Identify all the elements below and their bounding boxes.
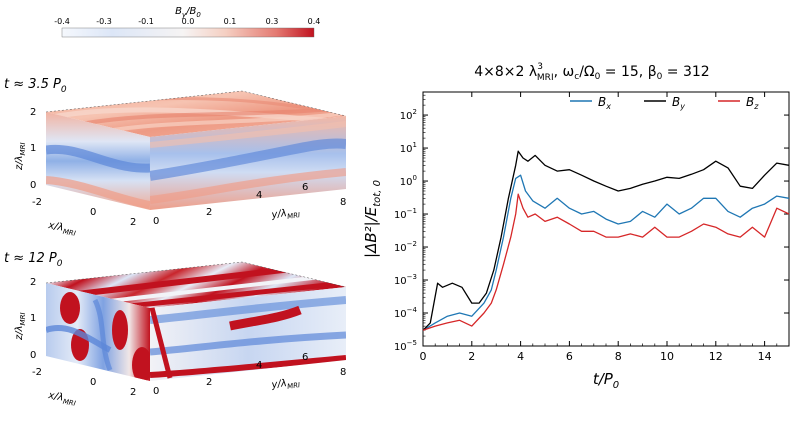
y-tick-label: 10−4 [394,306,418,320]
colorbar-tick: 0.0 [182,17,195,26]
y-tick: 0 [153,216,159,227]
legend-bz-label: Bz [746,95,759,111]
box-early-hidden-edge [45,90,347,117]
y-axis-label: y/λMRI [270,376,301,393]
legend-by-label: By [672,95,685,111]
y-tick: 4 [256,190,262,201]
box-late-front-texture [46,292,150,381]
snapshot-early-time: t ≈ 3.5 P0 [4,77,67,95]
x-tick-label: 6 [566,350,573,363]
y-tick-label: 10−3 [394,273,417,287]
x-tick: -2 [32,197,42,208]
colorbar-tick: 0.3 [266,17,279,26]
y-tick: 2 [206,207,212,218]
x-tick-label: 12 [709,350,723,363]
box-late-top-texture [59,265,346,308]
y-tick: 6 [302,182,308,193]
y-tick-label: 10−2 [394,240,417,254]
colorbar-tick: -0.1 [138,17,154,26]
y-tick: 0 [153,386,159,397]
box-early-axes: 2 1 0 z/λMRI -2 0 2 x/λMRI 0 2 4 6 8 y/λ… [14,107,346,238]
colorbar-tick: 0.4 [308,17,321,26]
z-tick: 0 [30,350,36,361]
colorbar: By/B0 -0.4 -0.3 -0.1 0.0 0.1 0.3 0.4 [54,6,320,38]
z-axis-label: z/λMRI [14,312,27,341]
z-tick: 0 [30,180,36,191]
colorbar-tick: -0.3 [96,17,112,26]
x-tick: 0 [90,377,96,388]
box-early-front-texture [46,144,150,209]
x-axis-label: t/P0 [593,370,619,391]
z-tick: 1 [30,143,36,154]
y-axis-label: |ΔB²|/Etot, 0 [362,180,383,258]
box-early-side-texture [150,121,346,204]
colorbar-label: By/B0 [175,6,201,19]
series-by-line [422,150,790,331]
y-tick-label: 100 [400,174,417,188]
box-late-axes: 2 1 0 z/λMRI -2 0 2 x/λMRI 0 2 4 6 8 y/λ… [14,277,346,408]
chart-title: 4×8×2 λ3 MRI, ωc/Ω0 = 15, β0 = 312 [474,62,709,83]
z-tick: 1 [30,313,36,324]
y-tick-label: 101 [400,141,417,155]
y-tick: 4 [256,360,262,371]
snapshot-late-time: t ≈ 12 P0 [4,251,63,269]
y-tick-label: 10−5 [394,339,417,353]
series-bx-line [422,174,790,331]
x-tick-label: 0 [420,350,427,363]
z-tick: 2 [30,277,36,288]
x-tick-label: 4 [517,350,524,363]
x-axis-label: x/λMRI [46,390,77,408]
x-tick: 0 [90,207,96,218]
colorbar-tick: 0.1 [224,17,237,26]
y-tick: 6 [302,352,308,363]
series-bz-line [422,193,790,331]
x-tick: 2 [130,217,136,228]
energy-chart: 4×8×2 λ3 MRI, ωc/Ω0 = 15, β0 = 312 0 2 4 6 8 1… [362,62,790,391]
y-axis-label: y/λMRI [270,206,301,223]
colorbar-gradient [61,27,315,38]
left-panel: By/B0 -0.4 -0.3 -0.1 0.0 0.1 0.3 0.4 t ≈ 3.5 P… [0,0,360,417]
x-tick: -2 [32,367,42,378]
legend-bx-label: Bx [598,95,611,111]
y-tick: 8 [340,367,346,378]
y-tick-label: 102 [400,108,417,122]
y-tick: 2 [206,377,212,388]
axis-ticks: 0 2 4 6 8 10 12 14 10−5 10−4 10−3 10−2 10−1 100 101 102 [394,91,790,363]
colorbar-tick: -0.4 [54,17,70,26]
z-axis-label: z/λMRI [14,142,27,171]
legend: Bx By Bz [570,95,759,111]
simulation-snapshots: By/B0 -0.4 -0.3 -0.1 0.0 0.1 0.3 0.4 t ≈ 3.5 P… [4,6,346,408]
x-tick-label: 2 [468,350,475,363]
y-tick-label: 10−1 [394,207,417,221]
series-layer [422,150,790,331]
z-tick: 2 [30,107,36,118]
snapshot-early: t ≈ 3.5 P0 2 1 0 z/λMRI -2 [4,77,346,238]
x-tick-label: 14 [758,350,772,363]
right-panel: 4×8×2 λ3 MRI, ωc/Ω0 = 15, β0 = 312 0 2 4 6 8 1… [360,0,793,417]
box-late-side-texture [150,296,346,379]
y-tick: 8 [340,197,346,208]
x-axis-label: x/λMRI [46,220,77,238]
x-tick-label: 8 [615,350,622,363]
snapshot-late: t ≈ 12 P0 2 1 0 [4,251,346,408]
x-tick-label: 10 [660,350,674,363]
x-tick: 2 [130,387,136,398]
colorbar-ticks: -0.4 -0.3 -0.1 0.0 0.1 0.3 0.4 [54,17,320,26]
box-late-hidden-edge [45,261,347,288]
